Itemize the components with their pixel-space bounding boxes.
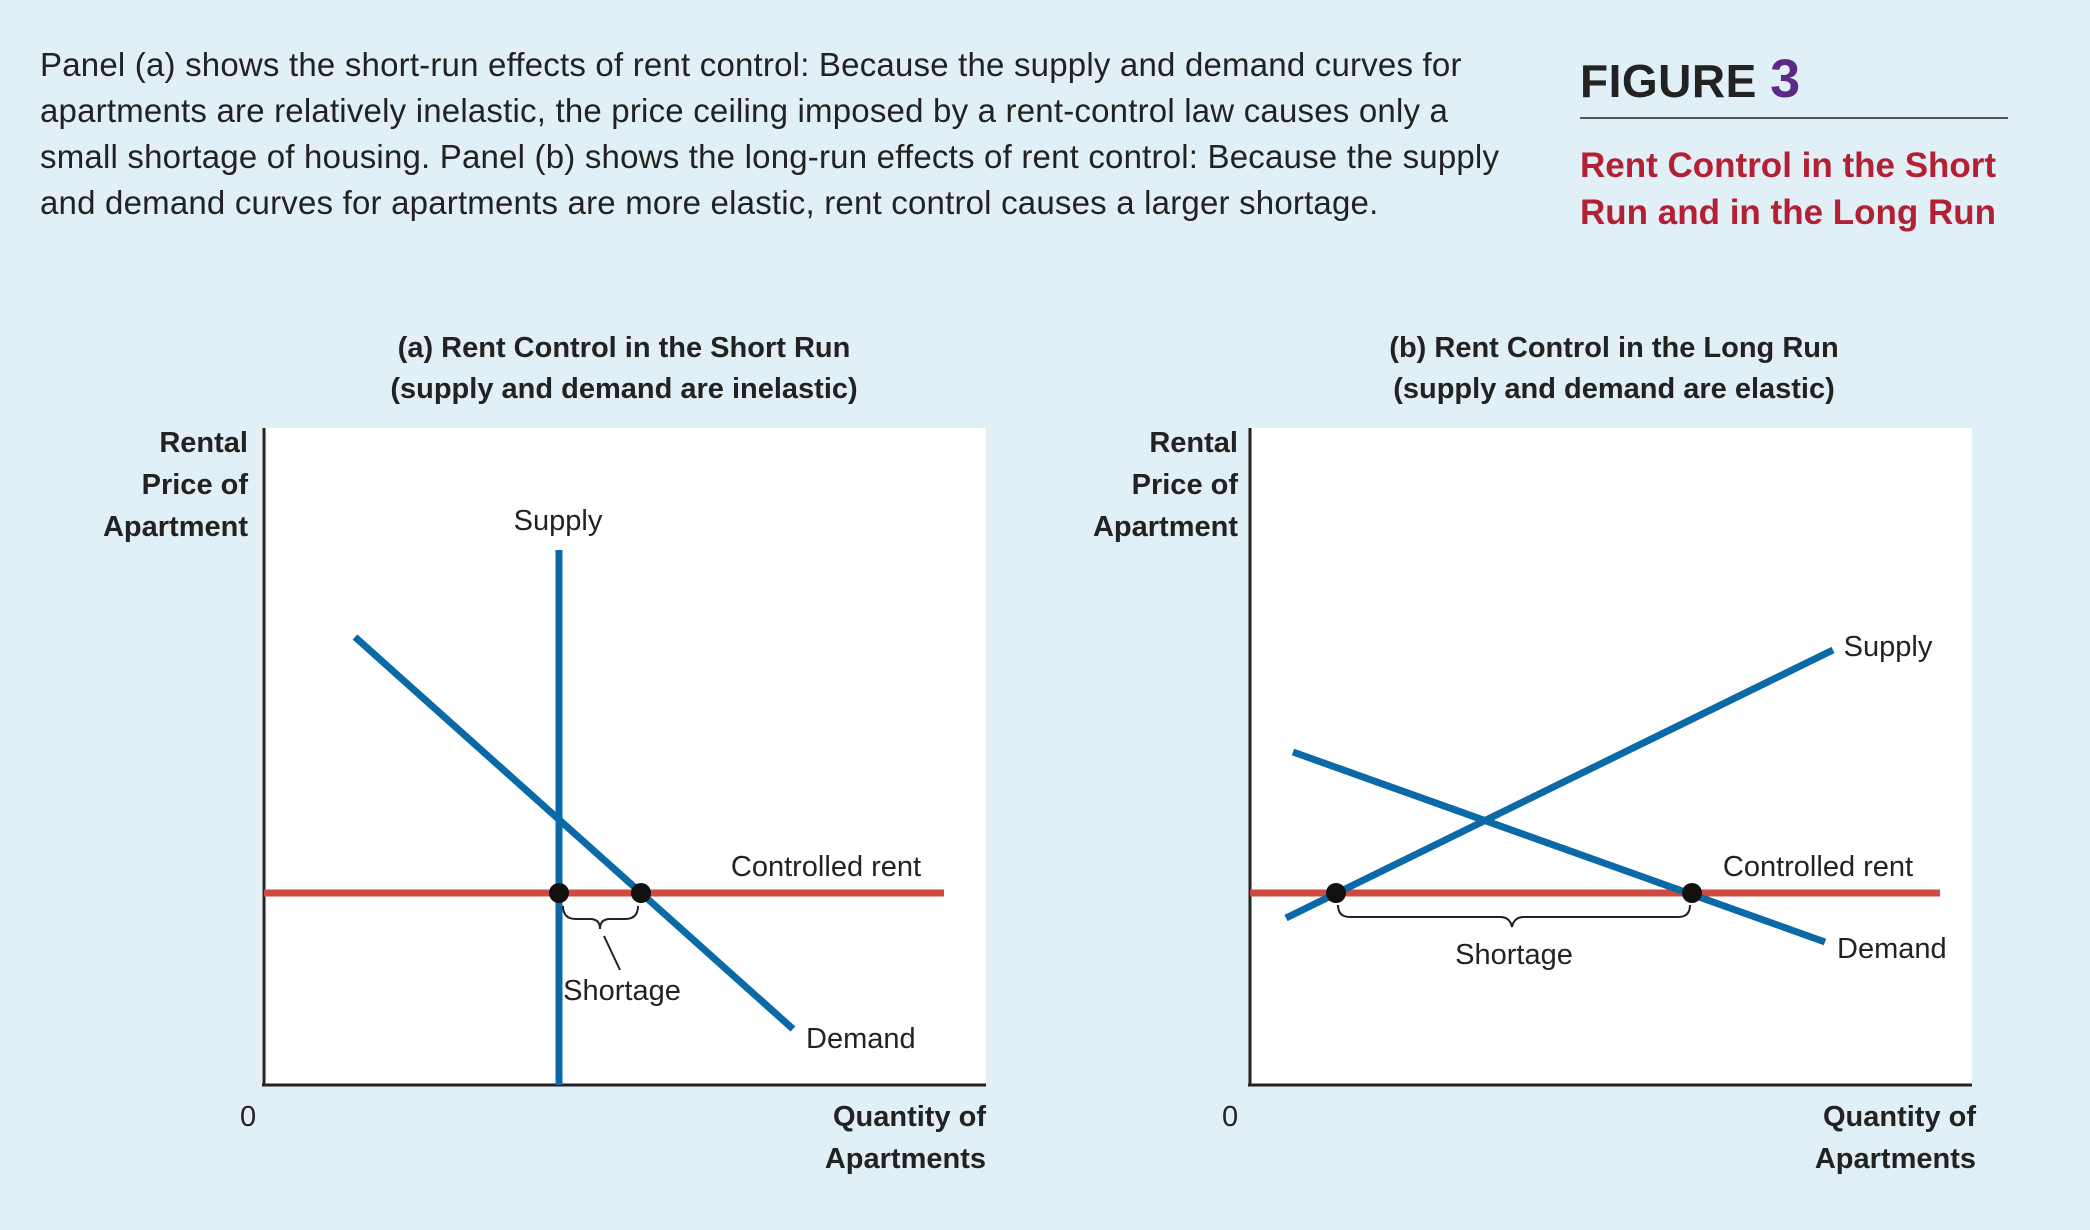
panel-a-quantity-demanded-point [631,883,651,903]
figure-number: 3 [1770,49,1801,109]
panel-b-demand-label: Demand [1837,933,1947,965]
panel-a-demand-curve [352,634,796,1032]
panel-a-y-label-2: Price of [142,469,249,501]
panel-a-demand-label: Demand [806,1023,916,1055]
panel-b-demand-curve [1291,748,1827,946]
panel-a-x-label-2: Apartments [825,1143,986,1175]
panel-b-y-label-2: Price of [1132,469,1239,501]
figure-divider [1580,117,2008,119]
panel-a-title-line1: (a) Rent Control in the Short Run [398,332,851,364]
panel-a-x-label-1: Quantity of [833,1101,986,1133]
panel-a-y-label-1: Rental [159,427,248,459]
panel-a: (a) Rent Control in the Short Run (suppl… [103,332,986,1175]
panel-a-controlled-rent-label: Controlled rent [731,851,921,883]
panel-a-origin: 0 [240,1101,256,1133]
panel-b-shortage-label: Shortage [1455,939,1573,971]
panel-b-supply-label: Supply [1844,631,1933,663]
panel-b-quantity-demanded-point [1682,883,1702,903]
panel-b-supply-curve [1284,646,1835,922]
panel-b-shortage-brace [1337,904,1691,928]
panel-b-y-label-1: Rental [1149,427,1238,459]
panel-b-x-label-1: Quantity of [1823,1101,1976,1133]
figure-label-text: FIGURE [1580,55,1757,107]
figure-title: Rent Control in the Short Run and in the … [1580,146,1997,232]
panel-a-shortage-pointer [603,935,621,971]
figure-label: FIGURE 3 [1580,48,1801,110]
panel-a-shortage-label: Shortage [563,975,681,1007]
figure-caption: Panel (a) shows the short-run effects of… [40,46,1500,221]
panel-b-title-line2: (supply and demand are elastic) [1393,373,1835,405]
panel-b-title-line1: (b) Rent Control in the Long Run [1389,332,1838,364]
panel-a-shortage-brace [562,905,639,930]
panel-a-y-label-3: Apartment [103,511,248,543]
panel-b-origin: 0 [1222,1101,1238,1133]
panel-b-quantity-supplied-point [1326,883,1346,903]
panel-b-x-label-2: Apartments [1815,1143,1976,1175]
panel-a-quantity-supplied-point [549,883,569,903]
panel-a-plot-area [262,428,986,1086]
panel-b-controlled-rent-label: Controlled rent [1723,851,1913,883]
panel-a-title-line2: (supply and demand are inelastic) [390,373,857,405]
panel-a-supply-label: Supply [514,505,603,537]
panel-b-y-label-3: Apartment [1093,511,1238,543]
panel-b: (b) Rent Control in the Long Run (supply… [1093,332,1976,1175]
